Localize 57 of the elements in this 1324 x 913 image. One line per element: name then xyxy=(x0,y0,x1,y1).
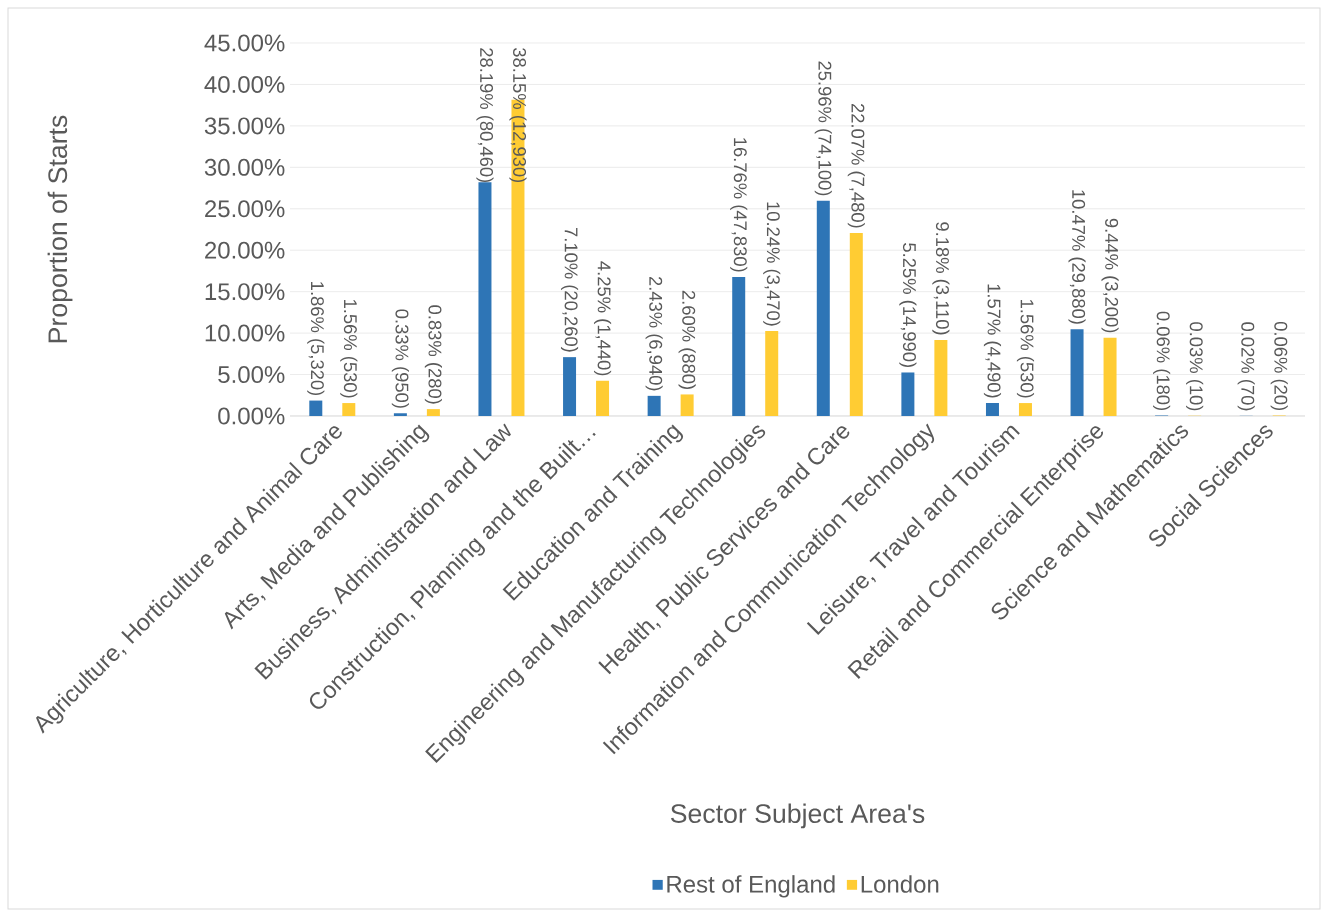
y-tick-label: 25.00% xyxy=(205,200,285,218)
data-label: 1.57% (4,490) xyxy=(983,284,1002,398)
bar xyxy=(342,403,356,416)
data-label: 1.56% (530) xyxy=(1016,299,1035,398)
legend-label: London xyxy=(861,875,939,893)
data-label: 0.83% (280) xyxy=(424,305,442,404)
bar xyxy=(849,233,863,416)
y-tick-label: 5.00% xyxy=(218,366,285,384)
y-tick-label: 45.00% xyxy=(204,34,285,52)
x-axis-title: Sector Subject Area's xyxy=(670,803,925,829)
data-label: 38.15% (12,930) xyxy=(509,47,527,183)
y-tick-label: 40.00% xyxy=(204,75,285,93)
data-label: 0.06% (180) xyxy=(1153,311,1171,411)
bar xyxy=(393,413,407,416)
data-label: 1.86% (5,320) xyxy=(307,282,325,396)
data-label: 0.33% (950) xyxy=(391,309,409,408)
data-label: 2.60% (880) xyxy=(678,290,696,389)
data-label: 25.96% (74,100) xyxy=(814,61,832,196)
legend-label: Rest of England xyxy=(667,875,835,898)
data-label: 10.47% (29,880) xyxy=(1068,190,1086,324)
data-label: 0.03% (10) xyxy=(1186,322,1204,411)
data-label: 22.07% (7,480) xyxy=(847,103,865,228)
bar xyxy=(647,395,661,416)
bar xyxy=(596,380,610,416)
data-label: 9.18% (3,110) xyxy=(932,222,950,335)
bar xyxy=(765,331,779,416)
bar xyxy=(985,402,999,416)
bar xyxy=(934,339,948,416)
bar xyxy=(563,357,577,416)
data-label: 28.19% (80,460) xyxy=(476,48,494,183)
y-tick-label: 0.00% xyxy=(218,407,285,425)
bar xyxy=(1103,337,1117,416)
data-label: 2.43% (6,940) xyxy=(645,276,663,391)
bar xyxy=(1070,329,1084,416)
bar xyxy=(901,372,915,416)
bar xyxy=(1018,403,1032,416)
y-tick-label: 15.00% xyxy=(205,283,285,301)
data-label: 0.02% (70) xyxy=(1237,322,1255,411)
bar xyxy=(732,277,746,416)
data-label: 9.44% (3,200) xyxy=(1101,218,1119,333)
bar xyxy=(478,182,492,416)
data-label: 1.56% (530) xyxy=(340,299,358,398)
y-tick-label: 10.00% xyxy=(205,324,285,342)
y-axis-title: Proportion of Starts xyxy=(47,115,73,343)
bar xyxy=(680,394,694,416)
data-label: 5.25% (14,990) xyxy=(899,243,917,368)
data-label: 4.25% (1,440) xyxy=(593,261,612,376)
y-tick-label: 35.00% xyxy=(204,117,285,135)
data-label: 7.10% (20,260) xyxy=(560,228,579,352)
data-label: 16.76% (47,830) xyxy=(730,138,748,272)
bar xyxy=(816,200,830,416)
data-label: 0.06% (20) xyxy=(1270,321,1288,411)
data-label: 10.24% (3,470) xyxy=(763,202,781,326)
bar xyxy=(309,400,323,416)
bar xyxy=(426,409,440,416)
y-tick-label: 30.00% xyxy=(204,158,285,176)
y-tick-label: 20.00% xyxy=(205,241,285,259)
